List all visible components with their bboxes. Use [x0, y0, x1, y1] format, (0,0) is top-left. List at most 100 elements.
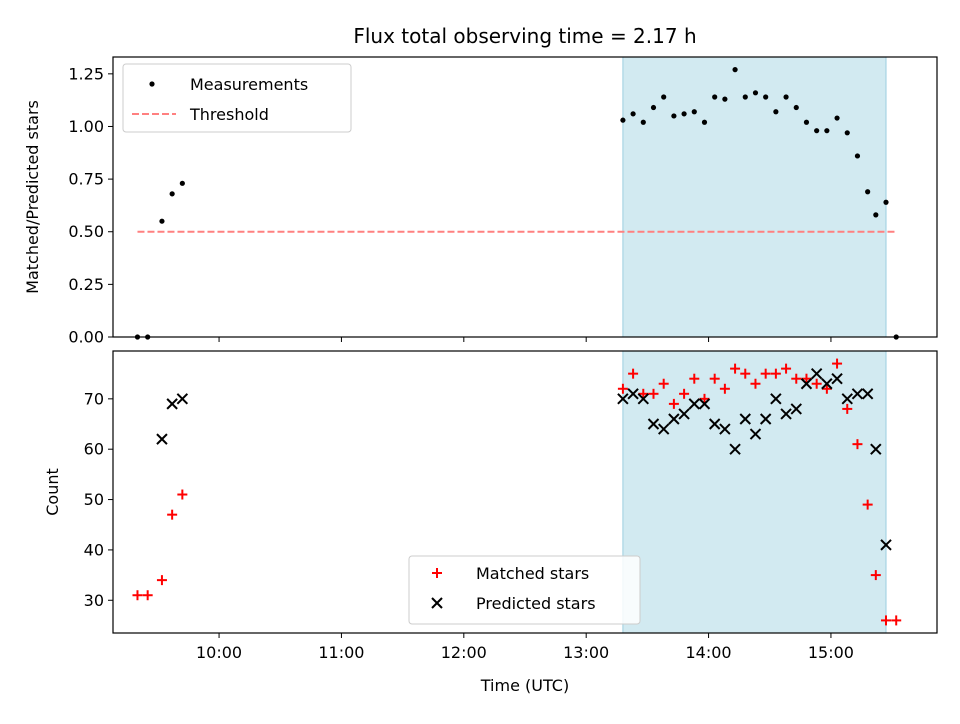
matched-star-point-27: [842, 403, 853, 414]
top-ytick-label-5: 1.25: [68, 64, 104, 83]
matched-star-point-20: [770, 368, 781, 379]
measurement-point-4: [179, 180, 185, 186]
measurement-point-17: [742, 94, 748, 100]
measurement-point-8: [650, 104, 657, 111]
top-ytick-label-0: 0.00: [68, 328, 104, 347]
measurement-point-19: [763, 94, 769, 100]
predicted-star-point-24: [831, 372, 843, 385]
matched-star-point-19: [760, 368, 771, 379]
bottom-ytick-label-2: 50: [84, 490, 104, 509]
bottom-axes-frame: [112, 350, 938, 634]
predicted-star-point-0: [156, 433, 168, 445]
predicted-star-point-9: [678, 408, 690, 420]
matched-star-point-14: [709, 373, 720, 384]
measurement-point-25: [824, 128, 830, 134]
top-ylabel: Matched/Predicted stars: [23, 100, 42, 294]
measurement-point-12: [691, 109, 697, 115]
bottom-xlabel: Time (UTC): [480, 676, 569, 695]
matched-star-point-7: [638, 388, 649, 399]
legend-predicted-marker: [431, 597, 443, 609]
matched-star-point-12: [689, 373, 700, 384]
measurement-point-11: [681, 111, 687, 117]
matched-star-point-24: [811, 378, 822, 389]
predicted-star-point-13: [719, 423, 731, 435]
measurement-point-22: [793, 104, 799, 111]
measurement-point-18: [752, 90, 759, 96]
matched-star-point-26: [832, 358, 843, 369]
matched-star-point-29: [862, 499, 873, 510]
measurement-point-28: [854, 153, 861, 159]
predicted-star-point-19: [780, 408, 792, 420]
matched-star-point-10: [668, 398, 679, 409]
bottom-xtick-label-1: 11:00: [318, 643, 364, 662]
matched-star-point-21: [781, 363, 792, 374]
measurement-point-3: [169, 191, 175, 197]
predicted-star-point-28: [870, 443, 882, 455]
measurement-point-13: [701, 119, 708, 125]
predicted-star-point-4: [627, 388, 639, 400]
bottom-ytick-label-1: 40: [84, 540, 104, 559]
top-axes-frame: [112, 56, 938, 338]
matched-star-point-32: [891, 615, 902, 626]
predicted-star-point-6: [647, 418, 660, 430]
matched-star-point-17: [740, 368, 751, 379]
predicted-star-point-5: [637, 393, 650, 405]
top-panel: 0.00 0.25 0.50 0.75 1.00 1.25 Matched/Predict…: [23, 56, 938, 347]
matched-star-point-31: [881, 615, 892, 626]
predicted-star-point-16: [749, 428, 762, 440]
predicted-star-point-2: [176, 393, 189, 405]
predicted-star-point-7: [657, 423, 670, 435]
matched-star-point-2: [156, 575, 167, 586]
predicted-star-point-27: [861, 388, 874, 400]
bottom-ytick-label-3: 60: [84, 440, 104, 459]
bottom-ytick-label-0: 30: [84, 591, 104, 610]
predicted-star-point-22: [810, 367, 823, 380]
bottom-xtick-label-3: 13:00: [563, 643, 609, 662]
legend-matched-label: Matched stars: [476, 564, 589, 583]
predicted-star-point-15: [739, 413, 751, 425]
measurement-point-31: [883, 199, 889, 205]
legend-measurements-marker: [149, 81, 155, 87]
measurement-point-2: [159, 218, 165, 224]
predicted-star-point-8: [668, 413, 680, 425]
matched-star-point-13: [699, 393, 710, 404]
predicted-star-point-26: [851, 388, 864, 400]
matched-star-point-3: [167, 509, 178, 520]
measurement-point-10: [671, 113, 677, 119]
figure-title: Flux total observing time = 2.17 h: [353, 24, 696, 48]
predicted-star-point-23: [821, 378, 833, 390]
matched-star-point-5: [617, 383, 628, 394]
matched-star-point-0: [132, 590, 143, 601]
matched-star-point-23: [801, 373, 812, 384]
measurement-point-15: [722, 96, 728, 102]
legend-measurements-label: Measurements: [190, 75, 308, 94]
bottom-xtick-label-5: 15:00: [808, 643, 854, 662]
predicted-star-point-18: [770, 393, 782, 405]
measurement-point-29: [865, 189, 871, 195]
top-ytick-label-2: 0.50: [68, 222, 104, 241]
bottom-panel: 30 40 50 60 70 10:00 11:00 12:00 13:00 14:00 15:0…: [43, 350, 938, 695]
predicted-star-point-21: [800, 378, 813, 390]
top-legend: Measurements Threshold: [122, 63, 352, 133]
measurement-point-24: [814, 128, 820, 134]
measurement-point-6: [630, 111, 636, 117]
matched-star-point-30: [870, 570, 881, 581]
predicted-star-point-12: [708, 418, 721, 430]
measurement-point-5: [620, 117, 626, 123]
bottom-ylabel: Count: [43, 468, 62, 516]
measurement-point-26: [834, 115, 840, 121]
top-ytick-label-3: 0.75: [68, 170, 104, 189]
measurement-point-16: [732, 67, 738, 73]
bottom-xtick-label-4: 14:00: [686, 643, 732, 662]
bottom-xtick-label-0: 10:00: [196, 643, 242, 662]
measurement-point-14: [712, 94, 718, 100]
matched-star-point-8: [648, 388, 659, 399]
top-ytick-label-4: 1.00: [68, 117, 104, 136]
matched-star-point-6: [628, 368, 639, 379]
measurement-point-20: [773, 109, 779, 115]
predicted-star-point-20: [790, 403, 802, 415]
top-highlight-span: [622, 56, 887, 338]
measurement-point-21: [783, 94, 789, 100]
bottom-xtick-label-2: 12:00: [441, 643, 487, 662]
measurement-point-9: [661, 94, 667, 100]
